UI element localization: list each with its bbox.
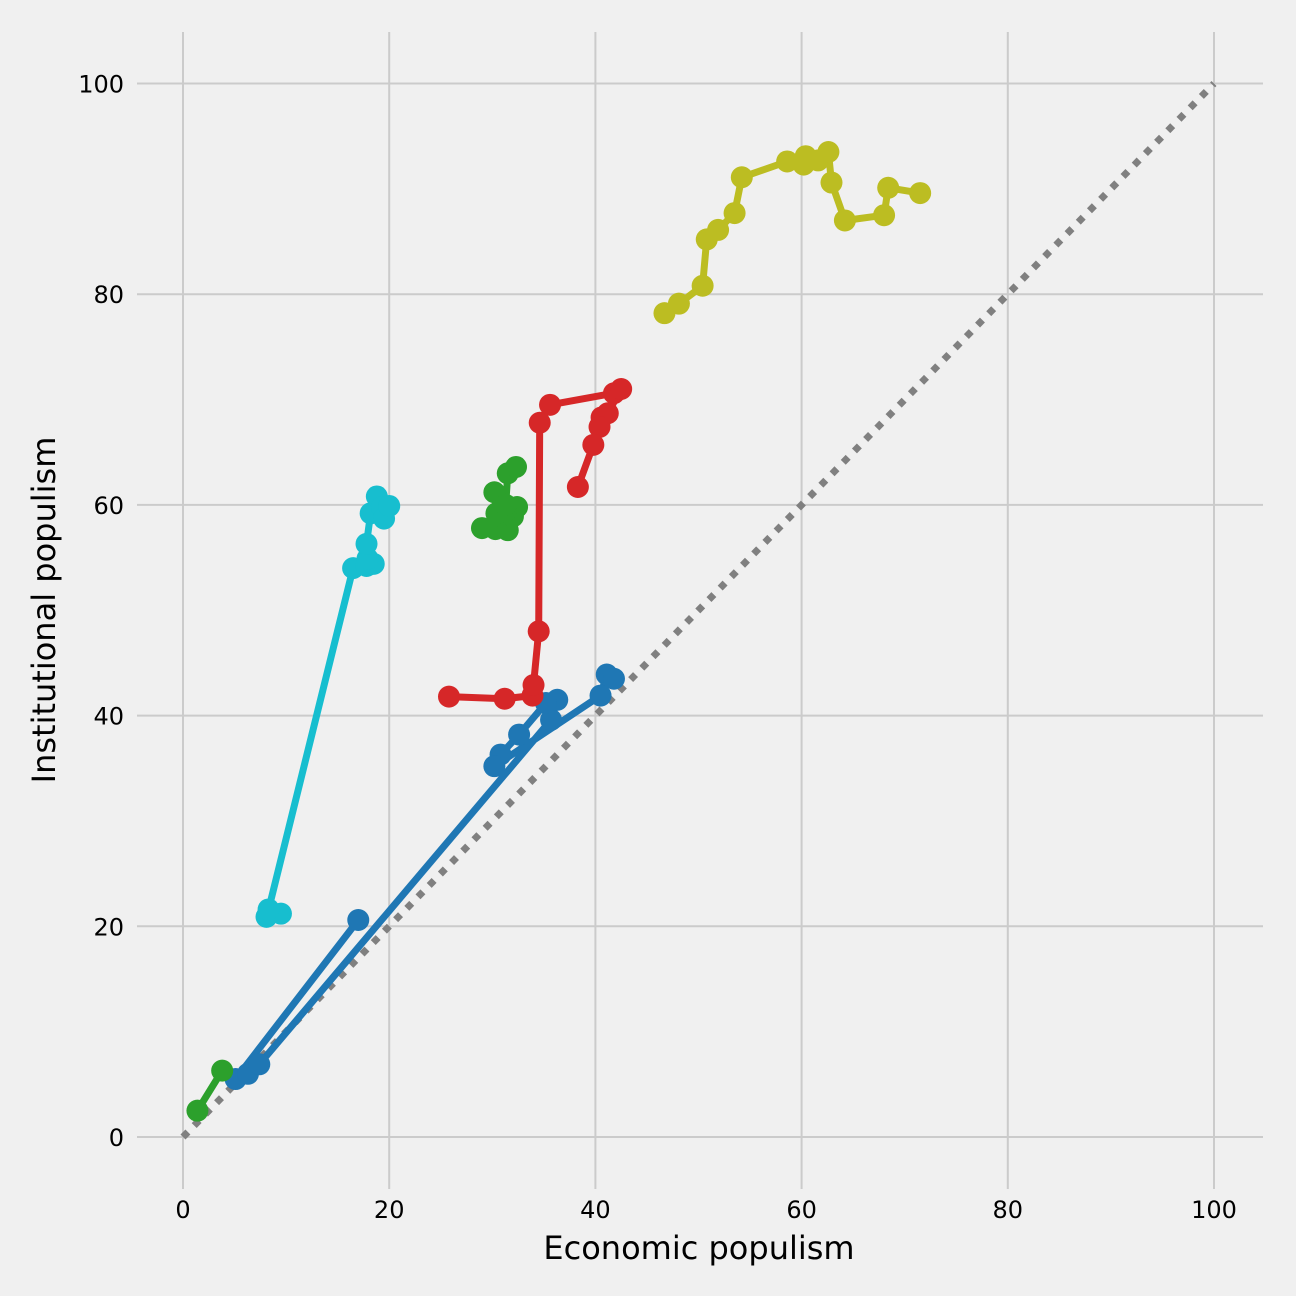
x-tick-labels: 0 20 40 60 80 100	[175, 1196, 1237, 1224]
x-tick-label: 60	[786, 1196, 817, 1224]
data-point	[602, 667, 625, 690]
data-point	[378, 494, 401, 517]
y-tick-label: 80	[93, 281, 124, 309]
data-point	[493, 687, 516, 710]
x-tick-label: 0	[175, 1196, 190, 1224]
y-tick-label: 0	[109, 1124, 124, 1152]
x-tick-label: 20	[374, 1196, 405, 1224]
data-point	[505, 455, 528, 478]
data-point	[527, 620, 550, 643]
series-0	[255, 485, 401, 928]
data-point	[566, 475, 589, 498]
data-point	[730, 166, 753, 189]
series-layer	[186, 140, 932, 1122]
x-tick-label: 80	[993, 1196, 1024, 1224]
data-point	[248, 1053, 271, 1076]
data-point	[877, 176, 900, 199]
y-tick-labels: 0 20 40 60 80 100	[78, 71, 124, 1153]
data-point	[508, 723, 531, 746]
y-tick-label: 40	[93, 703, 124, 731]
series-5	[653, 140, 932, 325]
data-point	[833, 209, 856, 232]
data-point	[820, 171, 843, 194]
data-point	[540, 708, 563, 731]
data-point	[610, 378, 633, 401]
data-point	[776, 150, 799, 173]
x-axis-label: Economic populism	[543, 1229, 854, 1267]
x-tick-label: 40	[580, 1196, 611, 1224]
data-point	[589, 684, 612, 707]
y-tick-label: 60	[93, 492, 124, 520]
data-point	[437, 685, 460, 708]
data-point	[257, 898, 280, 921]
data-point	[817, 140, 840, 163]
data-point	[873, 204, 896, 227]
data-point	[539, 393, 562, 416]
data-point	[723, 202, 746, 225]
series-4	[437, 378, 633, 710]
series-2	[186, 1059, 234, 1122]
data-point	[582, 433, 605, 456]
data-point	[494, 493, 517, 516]
data-point	[355, 532, 378, 555]
data-point	[483, 755, 506, 778]
y-axis-label: Institutional populism	[25, 437, 63, 784]
data-point	[588, 415, 611, 438]
data-point	[691, 274, 714, 297]
data-point	[522, 674, 545, 697]
x-tick-label: 100	[1191, 1196, 1237, 1224]
y-tick-label: 20	[93, 913, 124, 941]
data-point	[707, 218, 730, 241]
data-point	[211, 1059, 234, 1082]
data-point	[667, 292, 690, 315]
data-point	[186, 1099, 209, 1122]
data-point	[909, 182, 932, 205]
series-1	[224, 663, 625, 1091]
series-3	[470, 455, 529, 542]
y-tick-label: 100	[78, 71, 124, 99]
data-point	[528, 411, 551, 434]
reference-diagonal-line	[180, 81, 1217, 1140]
data-point	[347, 908, 370, 931]
